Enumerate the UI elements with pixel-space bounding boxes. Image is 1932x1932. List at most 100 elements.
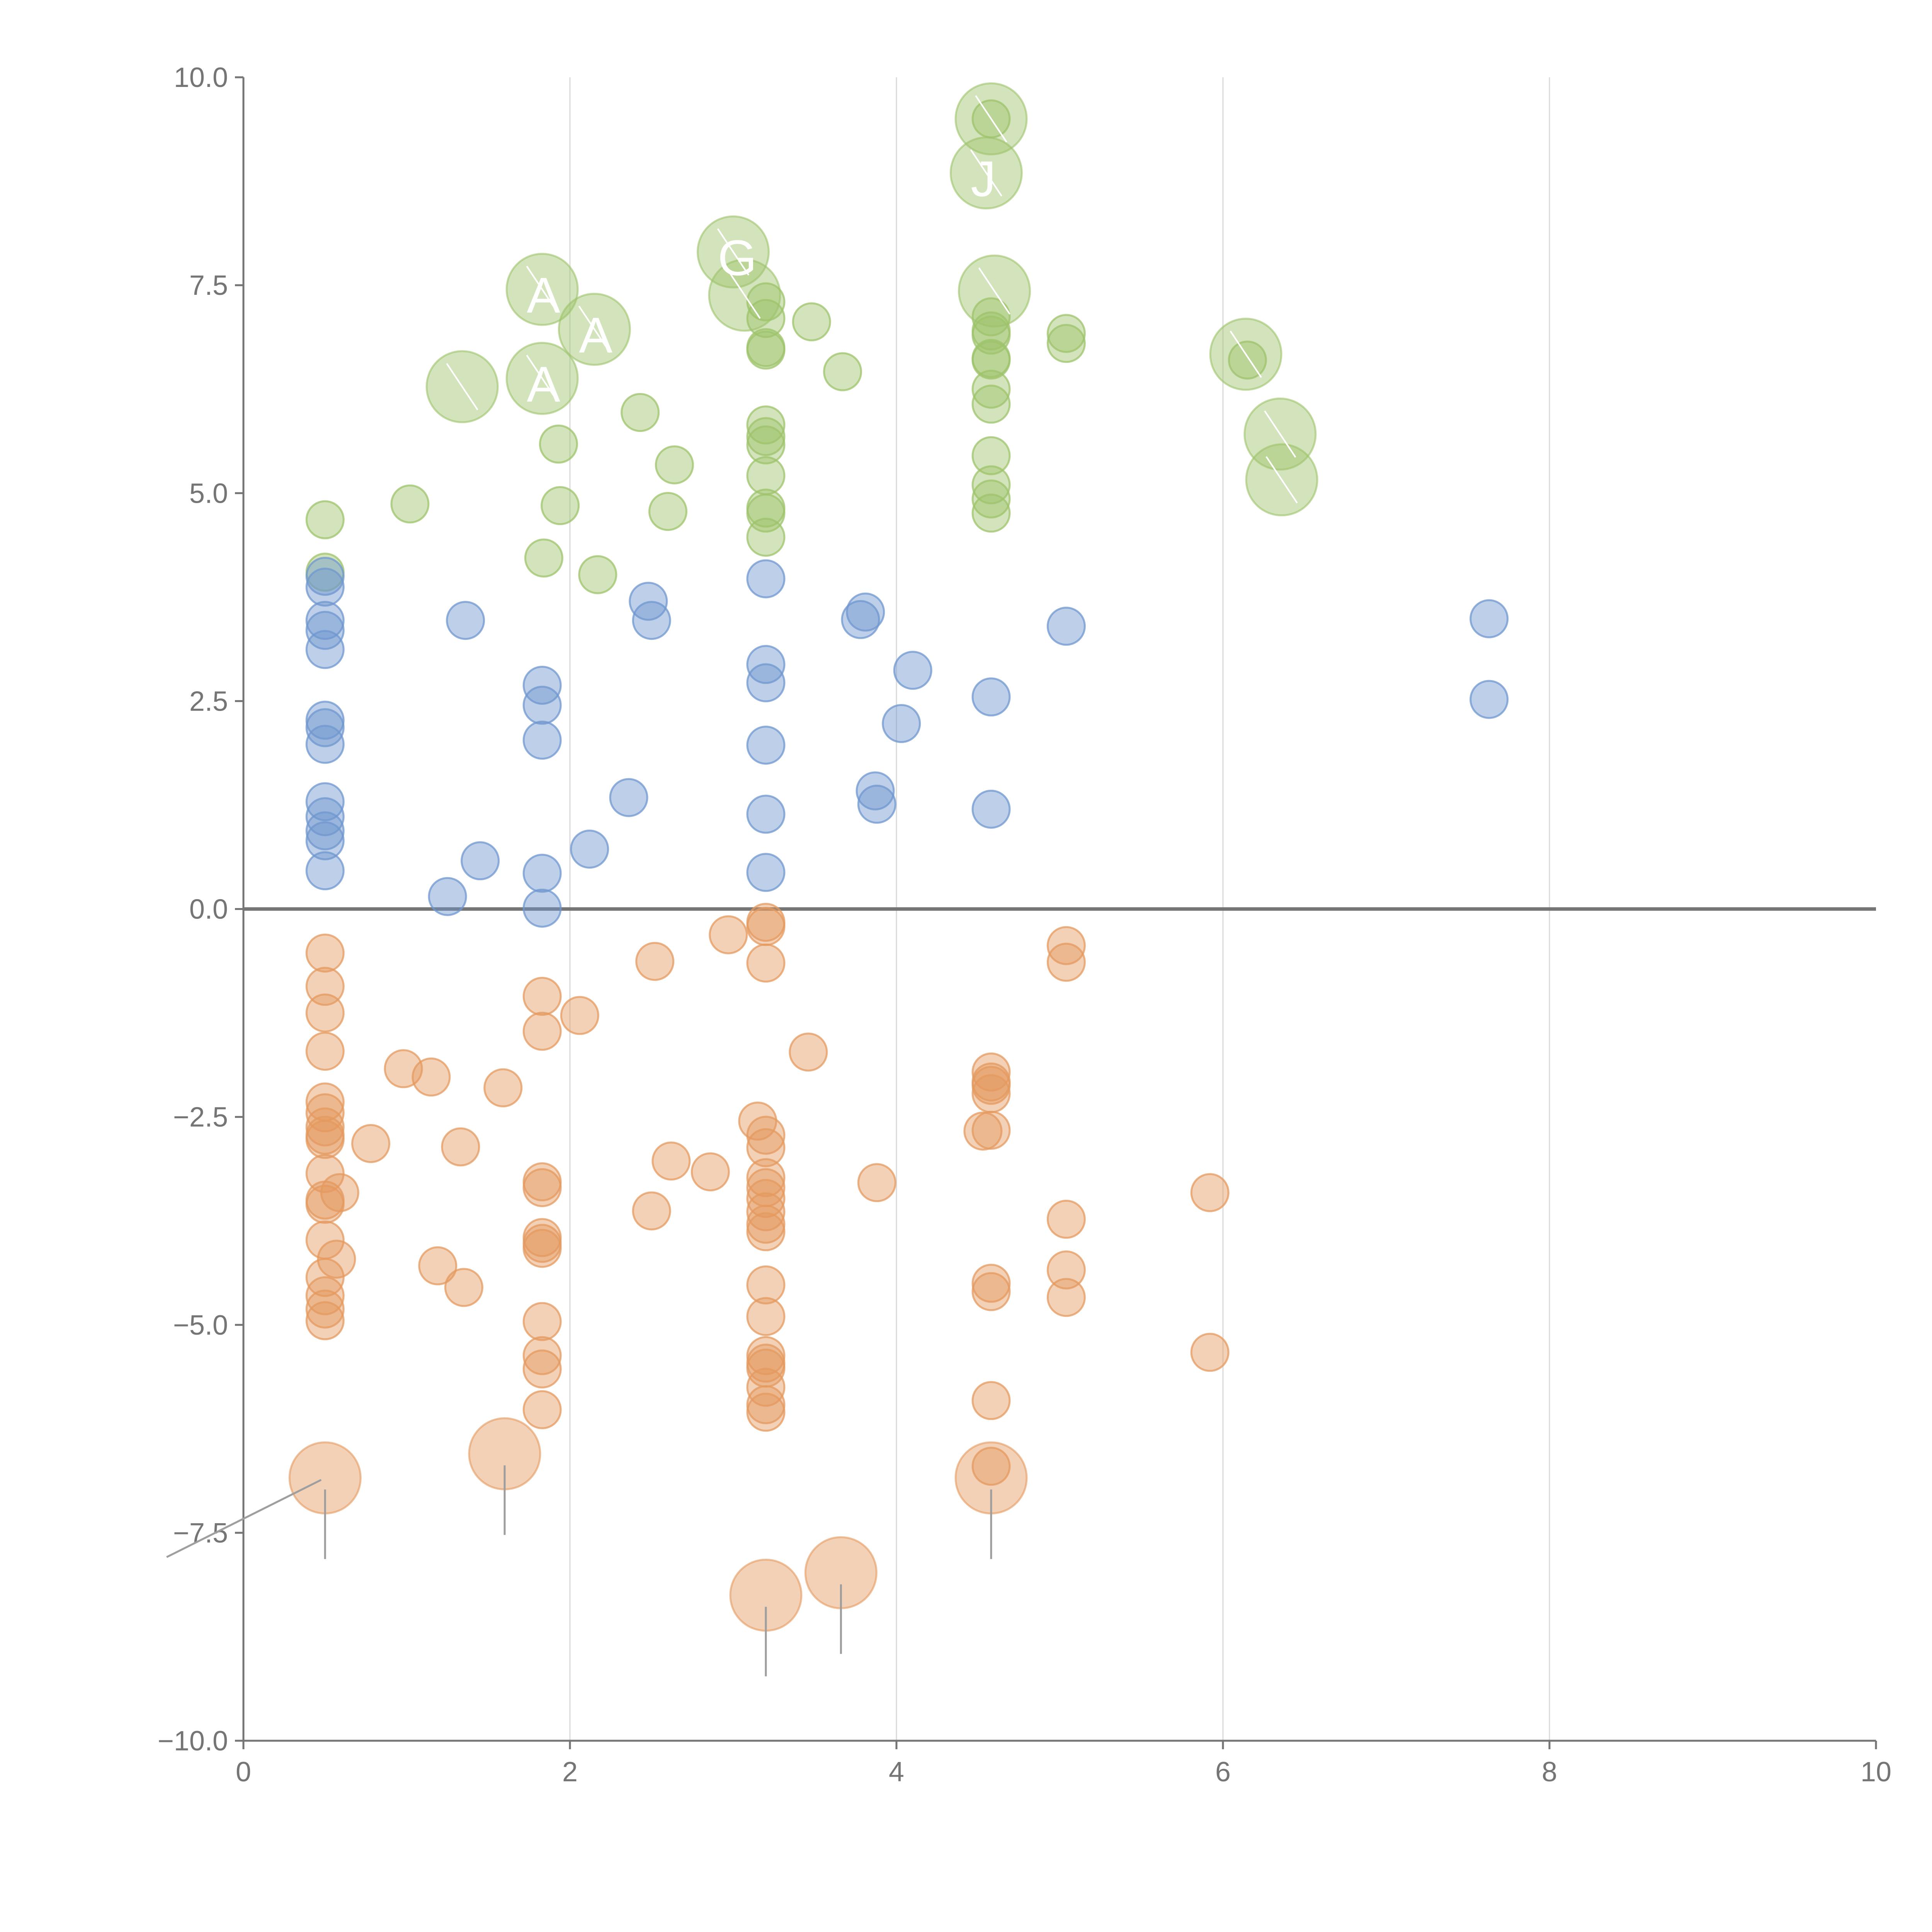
data-point-orange (709, 915, 748, 954)
data-point-orange (746, 1128, 786, 1167)
data-point-green (655, 445, 694, 485)
data-point-blue (461, 841, 500, 881)
data-point-green (746, 282, 786, 321)
data-point-orange (317, 1240, 356, 1279)
x-tick-label: 2 (562, 1757, 578, 1787)
data-point-green (746, 330, 786, 370)
data-point-blue (522, 888, 562, 928)
data-point-orange (522, 1168, 562, 1208)
leader-line (1230, 330, 1262, 378)
data-point-orange (971, 1066, 1011, 1105)
y-tick-label: −2.5 (173, 1102, 228, 1133)
data-point-blue (746, 794, 786, 834)
data-point-orange (1190, 1333, 1230, 1372)
y-tick-label: 10.0 (174, 62, 228, 93)
data-point-green (746, 425, 786, 464)
data-point-green (792, 302, 831, 342)
data-point-orange (1046, 1278, 1086, 1317)
data-point-green (746, 517, 786, 557)
data-point-orange (1046, 926, 1086, 965)
data-point-orange (441, 1127, 480, 1167)
y-tick-label: 2.5 (189, 686, 228, 717)
data-point-orange (305, 1032, 345, 1071)
data-point-orange (305, 993, 345, 1033)
data-point-blue (522, 685, 562, 725)
point-label: A (579, 307, 612, 363)
data-point-blue (305, 821, 345, 861)
data-point-blue (305, 851, 345, 890)
data-point-orange (746, 1212, 786, 1252)
data-point-blue (1469, 599, 1509, 638)
y-tick-label: −10.0 (158, 1726, 228, 1757)
leader-line (975, 95, 1007, 143)
data-point-orange (305, 1154, 345, 1193)
y-tick-label: 0.0 (189, 894, 228, 925)
data-point-orange (789, 1032, 828, 1072)
point-label: J (971, 151, 996, 207)
data-point-blue (857, 784, 896, 824)
data-point-blue (446, 601, 485, 640)
data-point-blue (746, 663, 786, 702)
data-point-blue (428, 877, 467, 916)
data-point-orange (320, 1173, 359, 1213)
data-point-blue (305, 567, 345, 607)
data-point-green (621, 393, 660, 432)
data-point-blue (893, 651, 932, 690)
data-point-green (971, 465, 1011, 505)
data-point-orange (305, 1289, 345, 1329)
data-point-blue (305, 724, 345, 764)
leader-line (526, 355, 558, 402)
data-point-blue (305, 797, 345, 837)
data-point-orange (857, 1163, 896, 1202)
data-point-orange (351, 1124, 391, 1163)
axes: 0 2 4 6 8 10 10.0 7.5 5.0 2.5 0.0 −2.5 −5.0 −7.5 −10.0 (158, 62, 1891, 1787)
data-point-green (524, 538, 563, 578)
data-point-blue (746, 559, 786, 599)
data-point-orange (1046, 942, 1086, 982)
data-point-orange (971, 1052, 1011, 1092)
data-point-orange (971, 1074, 1011, 1113)
data-point-blue (855, 771, 895, 811)
x-tick-label: 6 (1215, 1757, 1231, 1787)
point-label: G (718, 230, 757, 286)
data-point-blue (522, 665, 562, 705)
data-point-green (1046, 314, 1086, 353)
data-point-orange (522, 1336, 562, 1375)
y-tick-label: 5.0 (189, 478, 228, 509)
data-point-blue (882, 704, 921, 743)
y-tick-label: 7.5 (189, 270, 228, 301)
data-point-orange (1046, 1199, 1086, 1239)
data-point-blue (570, 830, 609, 869)
data-point-blue (746, 853, 786, 892)
data-point-green (390, 484, 430, 524)
leader-line (446, 363, 478, 410)
data-point-orange (971, 1264, 1011, 1303)
data-point-orange (746, 1192, 786, 1231)
data-point-orange (746, 943, 786, 983)
leader-line (970, 149, 1003, 197)
data-point-green (971, 479, 1011, 519)
leader-line (526, 265, 558, 313)
point-label: A (527, 356, 560, 412)
leader-line (1265, 456, 1298, 503)
data-point-orange (305, 1120, 345, 1159)
data-point-orange (746, 1265, 786, 1304)
data-point-green (305, 500, 345, 539)
data-point-green (746, 493, 786, 533)
data-point-orange (305, 967, 345, 1006)
data-point-blue (305, 782, 345, 821)
data-point-orange (971, 1111, 1011, 1150)
data-point-orange (305, 934, 345, 973)
data-point-orange (1046, 1250, 1086, 1290)
data-point-blue (609, 778, 648, 817)
data-point-blue (522, 854, 562, 893)
data-point-orange (522, 1390, 562, 1429)
data-point-orange (483, 1068, 523, 1107)
leader-line (728, 271, 761, 319)
data-point-green (971, 493, 1011, 533)
data-point-blue (841, 600, 880, 639)
data-point-green (1046, 324, 1086, 363)
data-point-blue (305, 708, 345, 747)
data-point-green (971, 384, 1011, 424)
